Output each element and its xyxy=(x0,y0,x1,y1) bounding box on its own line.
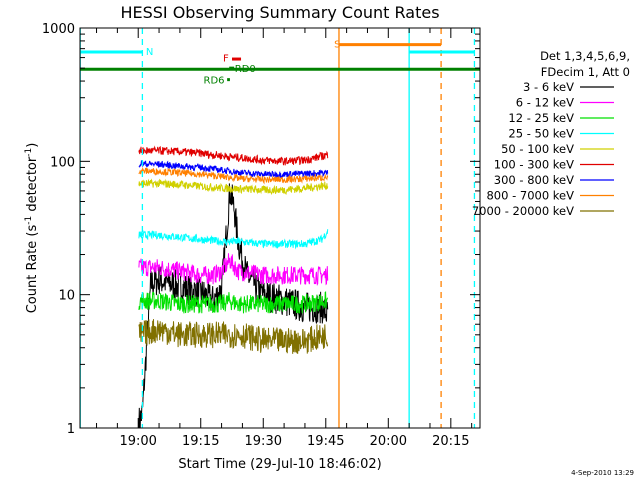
legend-header-line: Det 1,3,4,5,6,9, xyxy=(540,49,630,63)
series-line xyxy=(138,183,329,429)
series-line xyxy=(138,145,329,166)
series-line xyxy=(138,178,329,196)
flag-label: S xyxy=(334,40,340,51)
series-line xyxy=(138,160,329,179)
x-axis-label: Start Time (29-Jul-10 18:46:02) xyxy=(178,457,381,472)
legend: Det 1,3,4,5,6,9, FDecim 1, Att 0 3 - 6 k… xyxy=(472,49,630,218)
y-tick-label: 100 xyxy=(50,155,75,170)
plot-frame xyxy=(79,27,481,429)
series-line xyxy=(138,319,329,354)
y-tick-label: 1000 xyxy=(42,22,75,37)
y-tick-label: 1 xyxy=(67,422,75,437)
chart-title: HESSI Observing Summary Count Rates xyxy=(120,3,439,22)
vertical-markers xyxy=(79,28,476,428)
legend-entry-label: 100 - 300 keV xyxy=(494,158,574,172)
series-line xyxy=(138,253,329,286)
y-axis-label-superscript: -1 xyxy=(24,148,34,157)
legend-entry-label: 7000 - 20000 keV xyxy=(472,204,574,218)
y-tick-label: 10 xyxy=(58,289,75,304)
y-axis-label-part: detector xyxy=(25,156,40,216)
x-tick-label: 19:00 xyxy=(119,434,156,449)
flag-labels: N S F RD0 RD6 xyxy=(146,40,341,87)
flag-bars xyxy=(80,43,480,82)
legend-entry-label: 50 - 100 keV xyxy=(501,142,574,156)
legend-entry-label: 12 - 25 keV xyxy=(508,111,574,125)
legend-entry-label: 300 - 800 keV xyxy=(494,173,574,187)
flag-label: F xyxy=(223,54,229,65)
x-tick-label: 19:45 xyxy=(307,434,344,449)
x-tick-label: 20:00 xyxy=(370,434,407,449)
series-line xyxy=(138,167,329,185)
y-axis-label-part: ) xyxy=(25,143,40,148)
series-line xyxy=(138,291,329,314)
series-line xyxy=(138,229,329,250)
legend-entry-label: 800 - 7000 keV xyxy=(486,189,574,203)
x-tick-label: 19:30 xyxy=(245,434,282,449)
flag-label: N xyxy=(146,47,153,58)
footer-timestamp: 4-Sep-2010 13:29 xyxy=(571,469,634,477)
y-axis-label-superscript: -1 xyxy=(24,216,34,225)
legend-entry-label: 25 - 50 keV xyxy=(508,127,574,141)
legend-entry-label: 3 - 6 keV xyxy=(523,80,574,94)
flag-label: RD6 xyxy=(204,76,225,87)
legend-entry-label: 6 - 12 keV xyxy=(516,96,574,110)
plot-lines xyxy=(138,145,329,429)
y-axis-label: Count Rate (s-1 detector-1) xyxy=(24,143,40,314)
flag-label: RD0 xyxy=(235,64,256,75)
y-axis-label-part: Count Rate (s xyxy=(25,225,40,314)
axes: 1 10 100 1000 19:00 19:15 19:30 19:45 20:00 20:15 xyxy=(42,22,480,449)
x-tick-label: 20:15 xyxy=(432,434,469,449)
x-tick-label: 19:15 xyxy=(182,434,219,449)
legend-header-line: FDecim 1, Att 0 xyxy=(541,65,630,79)
